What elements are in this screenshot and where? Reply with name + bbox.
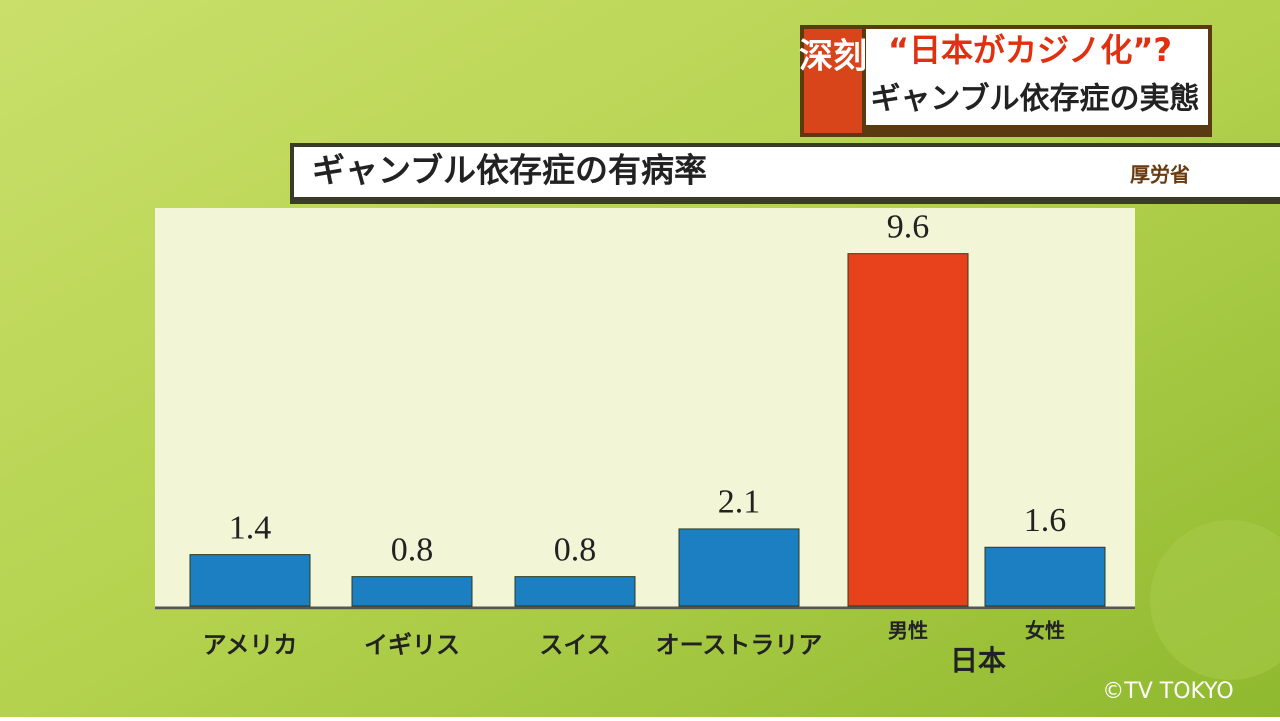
- value-label: 0.8: [554, 531, 597, 568]
- subheadline: ギャンブル依存症の実態: [870, 82, 1199, 117]
- header-badge: [804, 29, 862, 133]
- bar: [678, 528, 800, 607]
- value-label: 0.8: [391, 531, 434, 568]
- title-panel: [294, 147, 1280, 197]
- bar: [351, 576, 473, 607]
- value-label: 1.4: [229, 509, 272, 546]
- x-tick-label: イギリス: [364, 631, 460, 659]
- decor-circle: [1150, 520, 1280, 680]
- bars: 1.4 アメリカ 0.8 イギリス 0.8 スイス 2.1 オーストラリア 9.6 男性 1.6 女性: [189, 208, 1106, 659]
- headline: “日本がカジノ化”?: [888, 31, 1172, 69]
- chart-title: ギャンブル依存症の有病率: [312, 151, 707, 190]
- x-tick-label: オーストラリア: [656, 631, 823, 659]
- plot-area: [155, 208, 1135, 610]
- value-label: 1.6: [1024, 502, 1067, 539]
- bar: [847, 253, 969, 607]
- x-tick-label: 女性: [1025, 619, 1065, 643]
- x-tick-label: スイス: [539, 631, 610, 659]
- copyright: ©TV TOKYO: [1102, 679, 1233, 704]
- x-tick-label: アメリカ: [203, 631, 298, 659]
- bar: [189, 554, 311, 607]
- chart-source: 厚労省: [1130, 163, 1190, 187]
- value-label: 2.1: [718, 484, 761, 521]
- bar: [984, 546, 1106, 607]
- x-tick-label: 男性: [888, 619, 928, 643]
- bar: [514, 576, 636, 607]
- group-label: 日本: [950, 644, 1006, 677]
- value-label: 9.6: [887, 208, 930, 245]
- header-panel: [866, 29, 1208, 125]
- badge-text: 深刻: [799, 37, 867, 77]
